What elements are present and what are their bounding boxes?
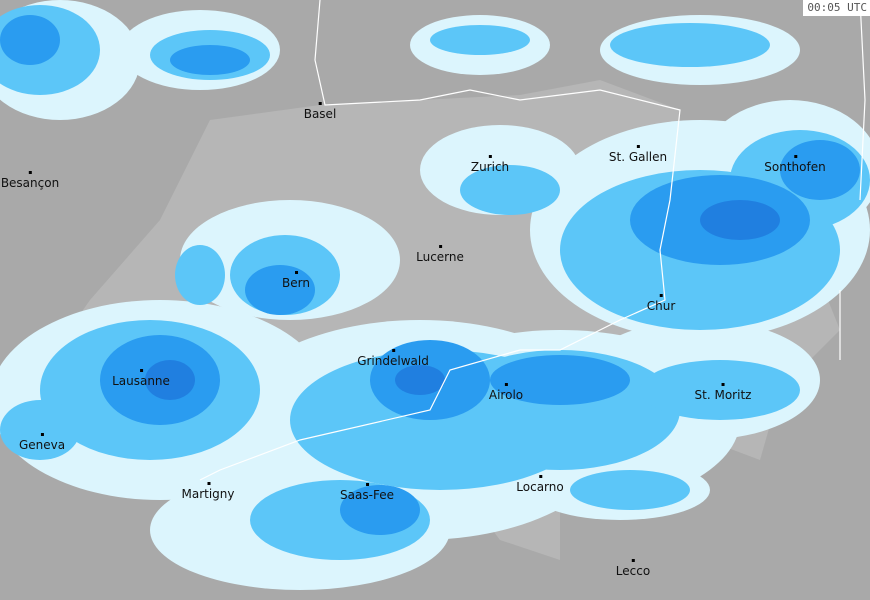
city-name: Sonthofen bbox=[764, 160, 826, 174]
city-dot bbox=[488, 155, 492, 158]
city-label: Zurich bbox=[470, 155, 510, 174]
city-label: Lausanne bbox=[112, 369, 170, 388]
national-borders bbox=[199, 0, 866, 481]
city-label: Geneva bbox=[18, 433, 66, 452]
city-dot bbox=[140, 369, 143, 372]
city-name: Besançon bbox=[0, 176, 60, 190]
city-label: Bern bbox=[282, 271, 310, 290]
city-dot bbox=[721, 383, 725, 386]
city-name: Bern bbox=[282, 276, 310, 290]
city-name: Geneva bbox=[18, 438, 66, 452]
city-name: Chur bbox=[646, 299, 676, 313]
city-name: St. Gallen bbox=[608, 150, 668, 164]
city-label: Martigny bbox=[181, 482, 235, 501]
city-dot bbox=[392, 349, 395, 352]
city-dot bbox=[660, 294, 663, 297]
city-name: Lucerne bbox=[416, 250, 464, 264]
city-dot bbox=[29, 171, 32, 174]
city-label: Besançon bbox=[0, 171, 60, 190]
city-dot bbox=[504, 383, 508, 386]
city-name: Airolo bbox=[488, 388, 524, 402]
city-label: St. Moritz bbox=[694, 383, 752, 402]
city-dot bbox=[632, 559, 635, 562]
city-label: Saas-Fee bbox=[340, 483, 394, 502]
city-dot bbox=[439, 245, 442, 248]
city-label: Grindelwald bbox=[357, 349, 429, 368]
city-dot bbox=[319, 102, 322, 105]
city-name: Lausanne bbox=[112, 374, 170, 388]
city-name: Locarno bbox=[516, 480, 564, 494]
city-label: Lucerne bbox=[416, 245, 464, 264]
city-name: Martigny bbox=[181, 487, 235, 501]
city-label: Chur bbox=[646, 294, 676, 313]
city-dot bbox=[206, 482, 210, 485]
city-label: Sonthofen bbox=[764, 155, 826, 174]
city-label: Lecco bbox=[615, 559, 651, 578]
city-dot bbox=[794, 155, 797, 158]
city-name: Zurich bbox=[470, 160, 510, 174]
city-name: St. Moritz bbox=[694, 388, 752, 402]
city-dot bbox=[294, 271, 298, 274]
city-name: Grindelwald bbox=[357, 354, 429, 368]
city-name: Basel bbox=[303, 107, 337, 121]
city-label: Locarno bbox=[516, 475, 564, 494]
city-dot bbox=[539, 475, 542, 478]
city-label: Airolo bbox=[488, 383, 524, 402]
timestamp-label: 00:05 UTC bbox=[803, 0, 870, 16]
city-label: St. Gallen bbox=[608, 145, 668, 164]
city-name: Lecco bbox=[615, 564, 651, 578]
city-name: Saas-Fee bbox=[340, 488, 394, 502]
city-dot bbox=[365, 483, 369, 486]
city-label: Basel bbox=[303, 102, 337, 121]
city-dot bbox=[41, 433, 44, 436]
rain-heavy bbox=[145, 200, 780, 400]
city-dot bbox=[636, 145, 640, 148]
